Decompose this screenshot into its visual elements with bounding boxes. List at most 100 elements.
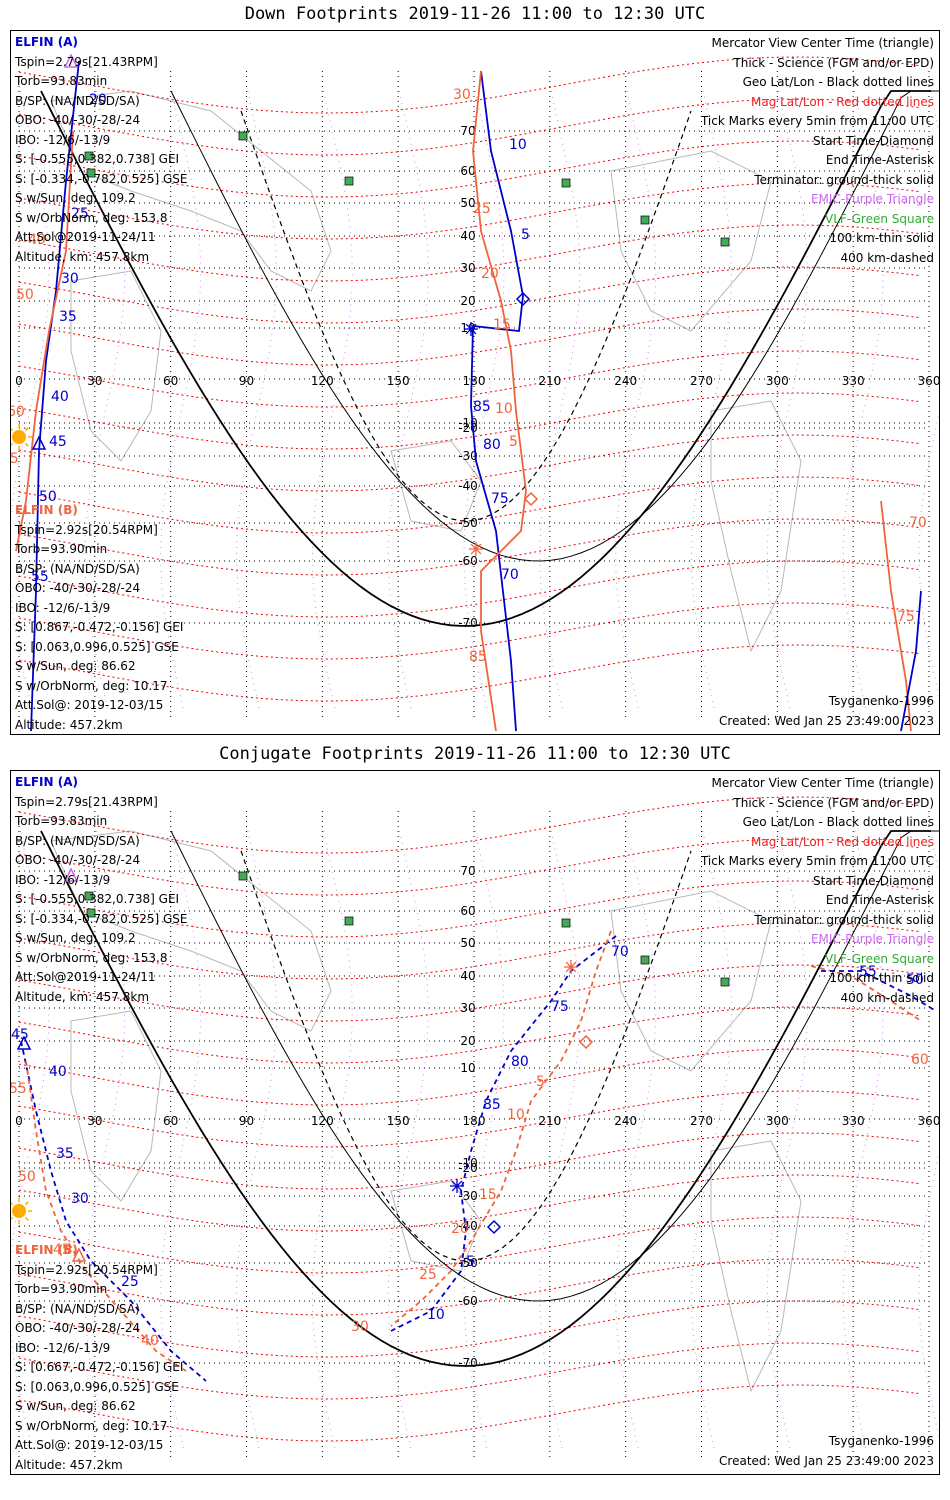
legend-item: 400 km-dashed xyxy=(840,990,934,1005)
start-diamond-b xyxy=(523,491,539,507)
lat-tick-label: 40 xyxy=(460,969,475,983)
legend-item: Tick Marks every 5min from 11:00 UTC xyxy=(700,854,934,868)
elfin-b-tick-label: 75 xyxy=(897,609,915,625)
lat-tick-label: 60 xyxy=(460,164,475,178)
info-line: Altitude: 457.2km xyxy=(15,717,123,732)
info-line: S: [-0.555,0.382,0.738] GEI xyxy=(15,892,180,906)
lat-tick-label: 30 xyxy=(460,1001,475,1015)
info-line: Torb=93.83min xyxy=(15,74,108,88)
coastline xyxy=(50,90,332,292)
lon-tick-label: 330 xyxy=(842,1114,865,1128)
elfin-a-tick-label: 45 xyxy=(49,434,67,450)
terminator-100km xyxy=(170,90,939,562)
lon-tick-label: 360 xyxy=(918,1114,940,1128)
map-frame: 0 30 60 90 120 150 180 210 240 270 300 330 360 70 60 50… xyxy=(10,30,940,735)
lon-tick-label: 60 xyxy=(163,374,178,388)
elfin-b-tick-label: 30 xyxy=(453,87,471,103)
elfin-b-info: ELFIN (B) Tspin=2.92s[20.54RPM] Torb=93.… xyxy=(15,1241,184,1474)
vlf-station-square xyxy=(640,955,650,965)
emic-triangle xyxy=(63,53,79,68)
info-line: IBO: -12/6/-13/9 xyxy=(15,132,111,147)
mag-meridian xyxy=(160,90,202,712)
mag-meridian xyxy=(463,90,505,712)
elfin-b-track xyxy=(25,1060,187,1372)
info-line: S: [0.063,0.996,0.525] GSE xyxy=(15,639,179,654)
info-line: S: [0.867,-0.472,-0.156] GEI xyxy=(15,620,184,634)
info-line: Tspin=2.79s[21.43RPM] xyxy=(15,54,158,69)
created-label: Created: Wed Jan 25 23:49:00 2023 xyxy=(719,713,934,728)
lat-tick-label: -70 xyxy=(458,1356,478,1370)
lat-tick-label: -30 xyxy=(458,1189,478,1203)
elfin-b-tick-label: 20 xyxy=(451,1221,469,1237)
mag-meridian xyxy=(387,90,429,712)
vlf-station-square xyxy=(84,891,94,901)
info-line: S: [-0.555,0.382,0.738] GEI xyxy=(15,152,180,166)
lat-tick-label: -60 xyxy=(458,1294,478,1308)
elfin-a-tick-label: 10 xyxy=(427,1307,445,1323)
elfin-b-header: ELFIN (B) xyxy=(15,503,78,517)
info-line: S: [-0.334,-0.782,0.525] GSE xyxy=(15,171,188,186)
legend-item: EMIC-Purple Triangle xyxy=(810,192,934,206)
mag-meridian xyxy=(539,830,581,1452)
elfin-b-tick-label: 25 xyxy=(473,201,491,217)
elfin-b-tick-label: 10 xyxy=(495,401,513,417)
elfin-a-track xyxy=(470,70,524,732)
legend-item: Tick Marks every 5min from 11:00 UTC xyxy=(700,114,934,128)
elfin-a-tick-label: 40 xyxy=(51,389,69,405)
sun-ray xyxy=(11,1216,14,1221)
lon-tick-label: 0 xyxy=(15,1114,23,1128)
lat-tick-label: 50 xyxy=(460,196,475,210)
mag-meridian xyxy=(311,90,353,712)
mag-meridian xyxy=(766,90,808,712)
panel-title: Conjugate Footprints 2019-11-26 11:00 to… xyxy=(219,744,731,764)
info-line: Att.Sol@: 2019-12-03/15 xyxy=(15,698,164,712)
mag-meridian xyxy=(160,830,202,1452)
sun-ray xyxy=(24,1216,29,1221)
elfin-a-tick-label: 70 xyxy=(501,567,519,583)
mercator-map: 0 30 60 90 120 150 180 210 240 270 300 330 360 70 60 50… xyxy=(11,53,939,732)
mag-meridian xyxy=(690,90,733,712)
vlf-station-square xyxy=(561,918,571,928)
elfin-b-track xyxy=(472,70,527,732)
end-asterisk-b xyxy=(565,961,577,973)
elfin-a-tick-label: 80 xyxy=(511,1054,529,1070)
elfin-a-tick-label: 5 xyxy=(521,227,530,243)
elfin-a-track xyxy=(900,590,922,732)
model-label: Tsyganenko-1996 xyxy=(828,694,934,708)
info-line: S w/Sun, deg: 109.2 xyxy=(15,931,136,945)
elfin-b-tick-label: 5 xyxy=(509,434,518,450)
sun-ray xyxy=(11,1201,14,1206)
terminator-400km xyxy=(240,850,692,1262)
lon-tick-label: 270 xyxy=(690,1114,713,1128)
coastline xyxy=(50,830,332,1032)
vlf-station-square xyxy=(238,131,248,141)
sun-icon xyxy=(12,430,26,444)
info-line: Torb=93.83min xyxy=(15,814,108,828)
info-line: S: [0.667,-0.472,-0.156] GEI xyxy=(15,1360,184,1374)
legend: Mercator View Center Time (triangle) Thi… xyxy=(701,34,934,268)
elfin-a-tick-label: 85 xyxy=(483,1097,501,1113)
lon-tick-label: 210 xyxy=(538,374,561,388)
view-center-triangle-b xyxy=(71,1247,87,1262)
sun-ray xyxy=(24,1201,29,1206)
vlf-station-square xyxy=(344,176,354,186)
emic-triangle xyxy=(63,867,79,882)
elfin-a-track xyxy=(30,60,80,732)
elfin-a-tick-label: 80 xyxy=(483,437,501,453)
info-line: S w/Sun, deg: 86.62 xyxy=(15,659,136,673)
elfin-a-tick-label: 55 xyxy=(859,964,877,980)
info-line: Altitude, km: 457.8km xyxy=(15,989,150,1004)
info-line: S w/OrbNorm, deg: 153.8 xyxy=(15,950,168,965)
lat-tick-label: 70 xyxy=(460,124,475,138)
mag-meridian xyxy=(84,90,126,712)
mag-meridian xyxy=(84,830,126,1452)
legend-item: Terminator: ground-thick solid xyxy=(754,912,934,927)
lon-tick-label: 30 xyxy=(87,374,102,388)
lat-tick-label: -40 xyxy=(458,479,478,493)
end-asterisk-b xyxy=(470,543,482,555)
created-label: Created: Wed Jan 25 23:49:00 2023 xyxy=(719,1453,934,1468)
mag-meridian xyxy=(690,830,733,1452)
lat-tick-label: 10 xyxy=(460,321,475,335)
info-line: S: [-0.334,-0.782,0.525] GSE xyxy=(15,911,188,926)
vlf-station-square xyxy=(720,237,730,247)
